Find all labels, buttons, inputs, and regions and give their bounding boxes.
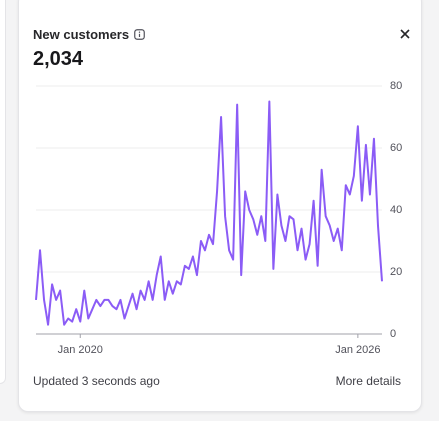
x-tick-label: Jan 2020 — [58, 344, 103, 356]
series-line — [35, 100, 383, 326]
info-icon[interactable] — [134, 29, 145, 40]
y-tick-label: 20 — [390, 266, 402, 278]
more-details-link[interactable]: More details — [335, 374, 401, 388]
y-tick-label: 40 — [390, 204, 402, 216]
card — [18, 0, 422, 412]
card-header: New customers — [33, 27, 145, 42]
card-title: New customers — [33, 27, 130, 42]
y-tick-label: 0 — [390, 328, 396, 340]
y-tick-label: 80 — [390, 80, 402, 92]
kpi-value: 2,034 — [33, 48, 84, 70]
close-button[interactable] — [398, 27, 412, 41]
x-tick-label: Jan 2026 — [335, 344, 380, 356]
y-tick-label: 60 — [390, 142, 402, 154]
updated-text: Updated 3 seconds ago — [33, 374, 160, 388]
